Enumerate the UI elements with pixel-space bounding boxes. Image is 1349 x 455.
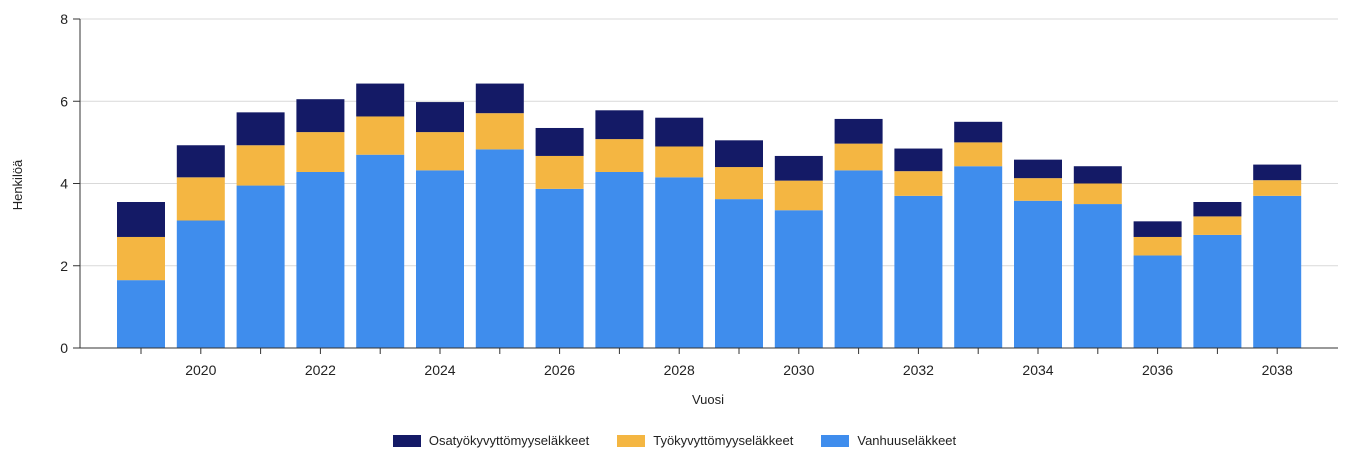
bar-segment	[176, 145, 225, 178]
bar-segment	[774, 210, 823, 348]
bar-segment	[954, 142, 1003, 167]
bar-segment	[176, 177, 225, 221]
bar-segment	[236, 185, 285, 348]
bar-segment	[117, 280, 165, 348]
x-tick-label: 2024	[424, 362, 455, 378]
bar-segment	[416, 102, 464, 133]
bar-segment	[1014, 159, 1062, 179]
bar-segment	[1193, 202, 1242, 217]
legend-label: Työkyvyttömyyseläkkeet	[653, 433, 794, 448]
bar-segment	[1133, 221, 1182, 237]
bar-segment	[296, 171, 345, 348]
bar-segment	[1133, 236, 1182, 256]
bar-segment	[1014, 178, 1062, 201]
bar-segment	[595, 139, 644, 172]
bar-segment	[894, 195, 943, 348]
x-tick-label: 2020	[185, 362, 216, 378]
legend-item-vanhuuselakkeet: Vanhuuseläkkeet	[821, 433, 956, 448]
bar-segment	[954, 166, 1003, 348]
bar-segment	[1193, 234, 1242, 348]
bar-segment	[416, 170, 464, 348]
x-tick-label: 2038	[1262, 362, 1293, 378]
bar-segment	[535, 127, 584, 156]
bar-segment	[774, 155, 823, 181]
bar-segment	[1253, 164, 1302, 181]
bar-segment	[954, 121, 1003, 143]
bar-segment	[535, 188, 584, 348]
bar-segment	[715, 167, 763, 200]
x-tick-label: 2030	[783, 362, 814, 378]
y-tick-label: 8	[60, 11, 68, 27]
bar-segment	[356, 83, 405, 117]
stacked-bar-chart: 0 2 4 6 8 2020 2022 2024 2026 2028 2030 2032 2034 203…	[10, 11, 1338, 407]
axes: 0 2 4 6 8 2020 2022 2024 2026 2028 2030 2032 2034 203…	[60, 11, 1338, 378]
x-tick-label: 2036	[1142, 362, 1173, 378]
bar-segment	[595, 110, 644, 140]
bar-segment	[595, 171, 644, 348]
bar-segment	[894, 171, 943, 196]
bar-segment	[834, 118, 883, 144]
legend-swatch	[392, 434, 421, 447]
bar-segment	[715, 199, 763, 348]
gridlines	[80, 18, 1338, 267]
bar-segment	[236, 145, 285, 186]
bar-segment	[117, 202, 165, 237]
y-tick-label: 4	[60, 176, 68, 192]
bar-segment	[416, 132, 464, 171]
bar-segment	[655, 117, 704, 147]
bar-segment	[176, 220, 225, 348]
legend-label: Vanhuuseläkkeet	[857, 433, 957, 448]
bars	[117, 83, 1302, 348]
legend-item-tyokyvyttomyyselakkeet: Työkyvyttömyyseläkkeet	[617, 433, 793, 448]
bar-segment	[475, 149, 524, 348]
bar-segment	[834, 143, 883, 171]
x-tick-label: 2022	[305, 362, 336, 378]
x-axis-label: Vuosi	[692, 392, 724, 407]
bar-segment	[356, 154, 405, 348]
bar-segment	[1014, 200, 1062, 348]
bar-segment	[1133, 255, 1182, 348]
y-tick-label: 0	[60, 340, 68, 356]
bar-segment	[475, 83, 524, 114]
bar-segment	[356, 116, 405, 155]
bar-segment	[117, 236, 165, 281]
legend-item-osatyokyvyttomyyselakkeet: Osatyökyvyttömyyseläkkeet	[392, 433, 590, 448]
bar-segment	[1073, 204, 1122, 348]
y-tick-label: 6	[60, 93, 68, 109]
x-tick-label: 2034	[1022, 362, 1053, 378]
bar-segment	[1073, 183, 1122, 205]
bar-segment	[1073, 166, 1122, 184]
bar-segment	[296, 132, 345, 172]
bar-segment	[774, 180, 823, 211]
legend: Osatyökyvyttömyyseläkkeet Työkyvyttömyys…	[0, 433, 1349, 448]
x-tick-label: 2032	[903, 362, 934, 378]
x-tick-label: 2028	[664, 362, 695, 378]
bar-segment	[655, 177, 704, 348]
y-tick-label: 2	[60, 258, 68, 274]
bar-segment	[1193, 216, 1242, 235]
bar-segment	[1253, 180, 1302, 196]
legend-swatch	[617, 434, 646, 447]
legend-label: Osatyökyvyttömyyseläkkeet	[428, 433, 590, 448]
bar-segment	[475, 113, 524, 150]
bar-segment	[655, 146, 704, 178]
y-axis-label: Henkilöä	[10, 159, 25, 210]
bar-segment	[296, 99, 345, 133]
bar-segment	[715, 140, 763, 168]
x-tick-label: 2026	[544, 362, 575, 378]
bar-segment	[894, 148, 943, 172]
bar-segment	[535, 155, 584, 189]
bar-segment	[834, 170, 883, 348]
bar-segment	[236, 112, 285, 146]
legend-swatch	[821, 434, 850, 447]
bar-segment	[1253, 195, 1302, 348]
